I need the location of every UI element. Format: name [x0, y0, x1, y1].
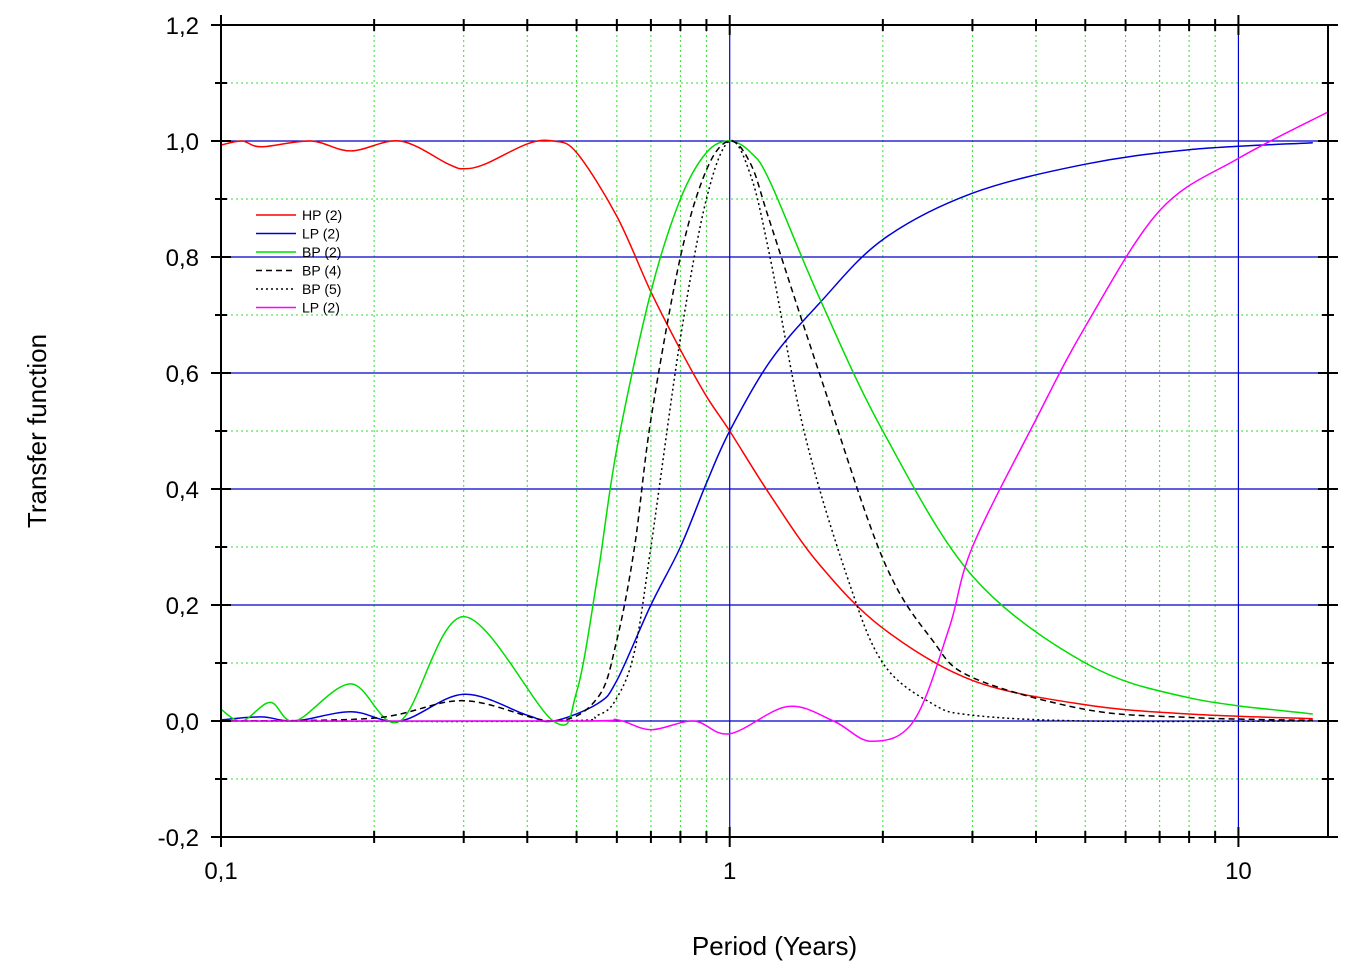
series-line-3 [220, 140, 1313, 726]
y-tick-label: 0,4 [166, 477, 199, 504]
legend-label: LP (2) [302, 300, 340, 316]
legend-label: BP (4) [302, 263, 341, 279]
y-tick-labels: -0,2 0,0 0,2 0,4 0,6 0,8 1,0 1,2 [158, 13, 199, 852]
legend: HP (2) LP (2) BP (2) BP (4) BP (5) LP (2) [256, 207, 342, 316]
legend-label: BP (2) [302, 244, 341, 260]
series-line-1 [220, 139, 1313, 720]
y-axis-title: Transfer function [22, 334, 52, 528]
legend-label: LP (2) [302, 226, 340, 242]
x-tick-label: 1 [723, 858, 736, 885]
y-tick-label: -0,2 [158, 825, 199, 852]
y-tick-label: 0,0 [166, 709, 199, 736]
series-line-2 [220, 141, 1313, 723]
axis-ticks [211, 15, 1338, 847]
minor-gridlines [221, 25, 1328, 837]
x-axis-title: Period (Years) [692, 931, 857, 961]
series-lines [220, 111, 1329, 743]
y-tick-label: 0,6 [166, 361, 199, 388]
y-tick-label: 1,2 [166, 13, 199, 40]
y-tick-label: 0,8 [166, 245, 199, 272]
legend-label: BP (5) [302, 281, 341, 297]
series-line-6 [220, 111, 1329, 743]
x-tick-labels: 0,1 1 10 [204, 858, 1251, 885]
y-tick-label: 1,0 [166, 129, 199, 156]
x-tick-label: 0,1 [204, 858, 237, 885]
major-gridlines [221, 25, 1328, 837]
x-tick-label: 10 [1225, 858, 1252, 885]
legend-label: HP (2) [302, 207, 342, 223]
y-tick-label: 0,2 [166, 593, 199, 620]
